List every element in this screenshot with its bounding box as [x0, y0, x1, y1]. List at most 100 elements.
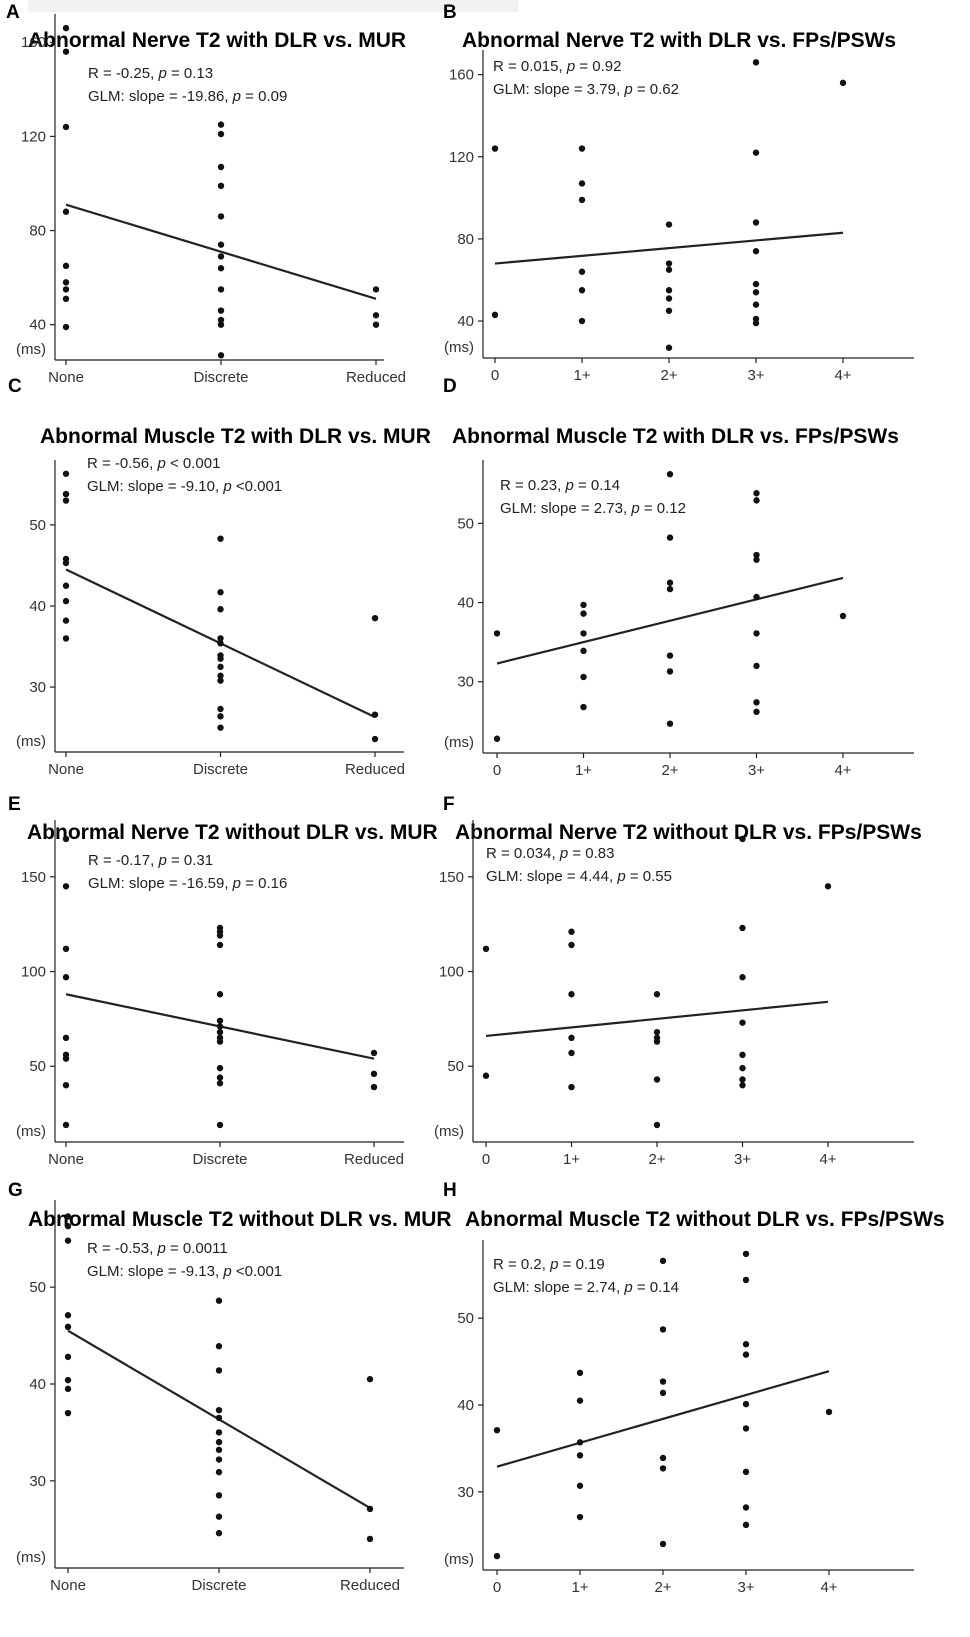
x-tick-label: 4+	[834, 367, 851, 384]
y-tick-label: 160	[449, 67, 474, 84]
y-tick-label: 50	[29, 517, 46, 534]
data-point	[217, 606, 224, 613]
data-point	[64, 1353, 72, 1361]
data-point	[576, 1513, 584, 1521]
y-tick-label: 40	[29, 598, 46, 615]
data-point	[659, 1540, 667, 1548]
panel-h: H Abnormal Muscle T2 without DLR vs. FPs/…	[443, 1180, 945, 1596]
data-point	[371, 711, 379, 718]
data-point	[666, 471, 674, 478]
x-tick-label: 2+	[660, 367, 677, 384]
y-tick-label: 50	[447, 1058, 464, 1075]
data-point	[739, 1081, 746, 1089]
data-point	[64, 1312, 72, 1319]
glm-annotation: GLM: slope = 2.74, p = 0.14	[493, 1279, 679, 1296]
data-point	[742, 1351, 750, 1358]
data-point	[665, 266, 673, 273]
x-tick-label: 4+	[819, 1151, 836, 1168]
data-point	[216, 1064, 224, 1072]
data-point	[372, 321, 380, 328]
data-point	[366, 1505, 374, 1513]
data-point	[753, 556, 760, 563]
data-point	[217, 663, 224, 671]
x-tick-label: None	[48, 761, 84, 778]
x-tick-label: Discrete	[193, 761, 248, 778]
data-point	[62, 597, 70, 605]
panel-label: H	[443, 1180, 457, 1201]
data-point	[215, 1446, 223, 1454]
data-point	[371, 735, 379, 743]
data-point	[62, 262, 70, 270]
regression-line	[485, 1000, 829, 1038]
data-point	[217, 635, 224, 642]
data-point	[580, 610, 587, 617]
data-point	[215, 1468, 223, 1476]
data-point	[578, 287, 586, 294]
data-point	[568, 928, 575, 935]
data-point	[659, 1454, 667, 1462]
data-point	[216, 932, 224, 939]
data-point	[666, 668, 674, 675]
data-point	[216, 1074, 224, 1081]
data-point	[578, 268, 586, 275]
data-point	[64, 1237, 72, 1244]
data-point	[653, 1076, 661, 1083]
data-point	[578, 180, 586, 187]
data-point	[753, 497, 760, 504]
glm-annotation: GLM: slope = 3.79, p = 0.62	[493, 81, 679, 98]
data-point	[576, 1369, 584, 1377]
data-point	[62, 1055, 70, 1062]
data-point	[659, 1257, 667, 1265]
y-axis-unit: (ms)	[434, 1123, 464, 1140]
x-tick-label: 3+	[747, 367, 764, 384]
data-point	[739, 1076, 746, 1083]
y-tick-label: 150	[439, 869, 464, 886]
y-tick-label: 150	[21, 869, 46, 886]
data-point	[753, 630, 760, 637]
data-point	[580, 703, 587, 711]
y-tick-label: 80	[29, 223, 46, 240]
data-point	[217, 213, 225, 220]
x-tick-label: Discrete	[192, 1151, 247, 1168]
y-tick-label: 50	[29, 1279, 46, 1296]
y-tick-label: 40	[457, 595, 474, 612]
data-point	[215, 1297, 223, 1304]
chart-title: Abnormal Muscle T2 with DLR vs. MUR	[40, 425, 431, 448]
data-point	[739, 1051, 746, 1059]
data-point	[659, 1465, 667, 1472]
data-point	[62, 559, 70, 567]
data-point	[739, 1019, 746, 1026]
data-point	[216, 1080, 224, 1087]
data-point	[739, 974, 746, 981]
data-point	[653, 1121, 661, 1129]
data-point	[62, 635, 70, 642]
data-point	[64, 1376, 72, 1384]
regression-line	[494, 231, 844, 265]
data-point	[742, 1425, 750, 1432]
data-point	[753, 699, 760, 706]
data-point	[217, 655, 224, 662]
data-point	[493, 1426, 501, 1434]
panel-label: D	[443, 376, 457, 397]
data-point	[217, 535, 224, 542]
data-point	[825, 1408, 833, 1416]
panel-label: B	[443, 2, 457, 23]
x-tick-label: 0	[482, 1151, 490, 1168]
data-point	[839, 612, 847, 620]
data-point	[665, 344, 673, 351]
correlation-annotation: R = 0.23, p = 0.14	[500, 477, 620, 494]
data-point	[217, 316, 225, 324]
data-point	[653, 1038, 661, 1045]
data-point	[752, 301, 760, 308]
data-point	[217, 672, 224, 679]
x-tick-label: 2+	[648, 1151, 665, 1168]
data-point	[653, 991, 661, 998]
data-point	[753, 708, 760, 716]
x-tick-label: None	[48, 369, 84, 386]
data-point	[62, 470, 70, 477]
data-point	[752, 280, 760, 288]
data-point	[62, 497, 70, 504]
panel-a: A Abnormal Nerve T2 with DLR vs. MUR 40 80 1…	[6, 2, 406, 386]
regression-line	[496, 1370, 830, 1468]
data-point	[64, 1222, 72, 1230]
